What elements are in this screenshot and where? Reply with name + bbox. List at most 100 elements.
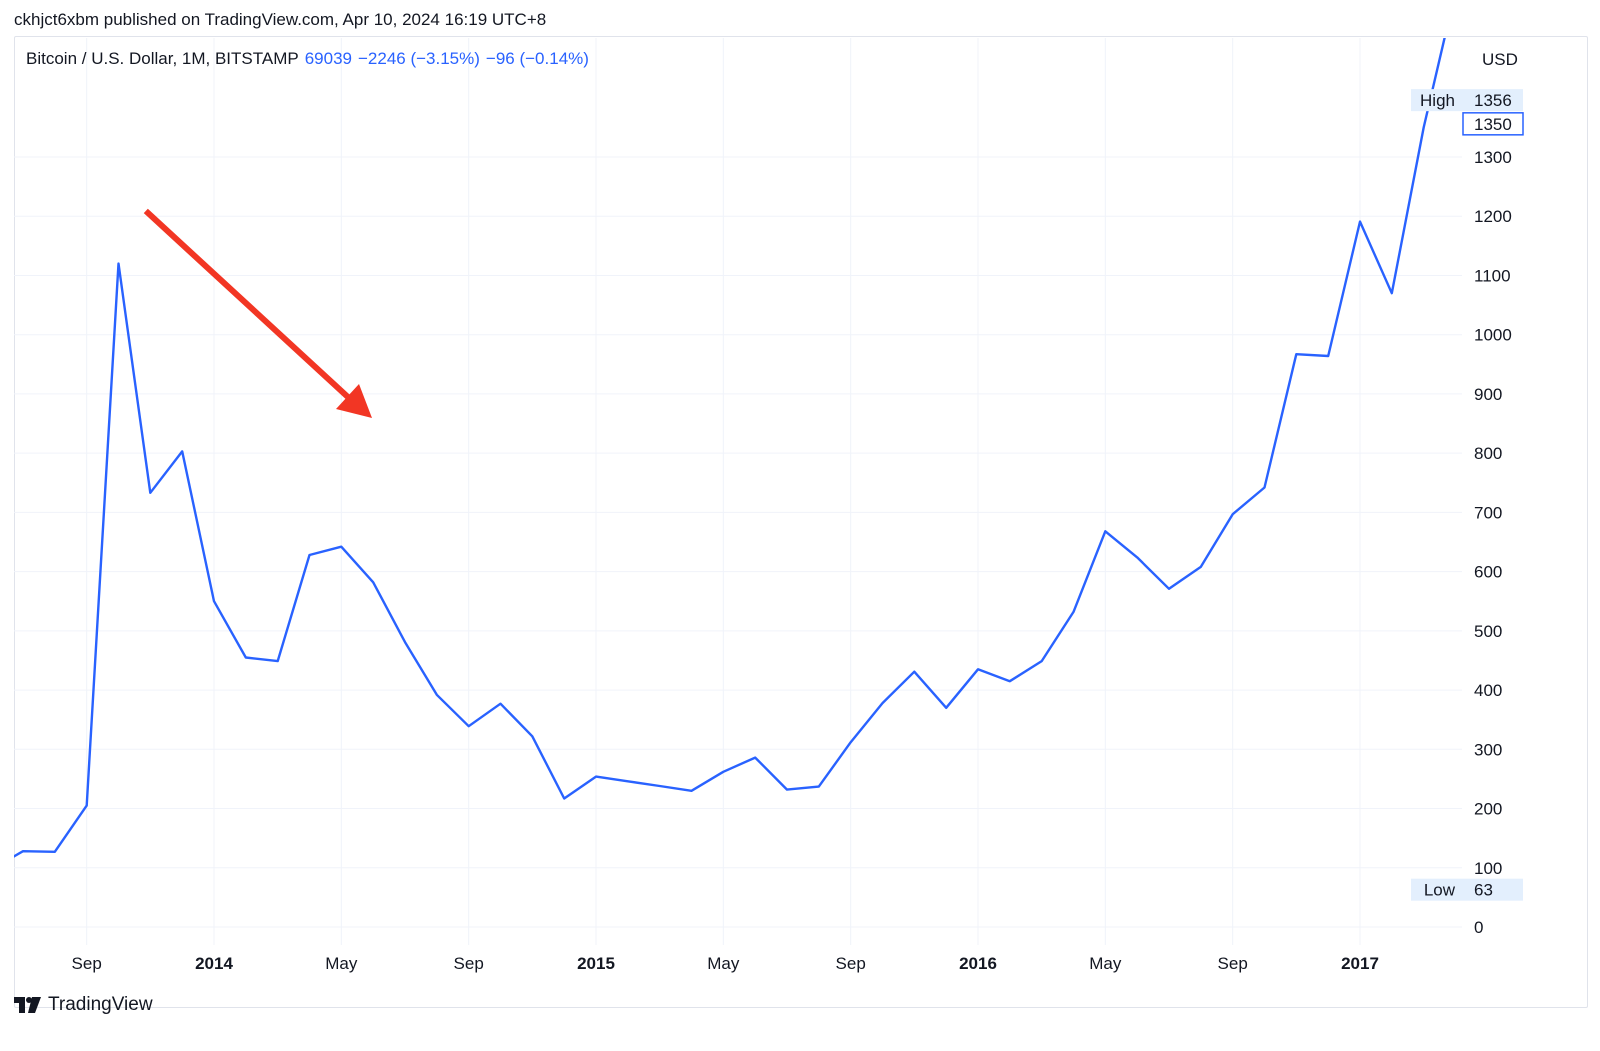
price-point <box>1041 661 1042 662</box>
x-tick-label: May <box>1089 954 1122 973</box>
price-point <box>818 786 819 787</box>
badge-label-bg <box>1411 89 1463 112</box>
x-tick-label: Sep <box>72 954 102 973</box>
price-point <box>1296 354 1297 355</box>
price-point <box>1073 611 1074 612</box>
chart-legend: Bitcoin / U.S. Dollar, 1M, BITSTAMP 69039… <box>26 49 589 69</box>
price-point <box>1009 681 1010 682</box>
x-tick-label: Sep <box>1218 954 1248 973</box>
price-point <box>1200 566 1201 567</box>
y-tick-label: 400 <box>1474 681 1502 700</box>
x-tick-label: May <box>707 954 740 973</box>
price-point <box>54 851 55 852</box>
price-point <box>1264 487 1265 488</box>
legend-change-secondary: −96 (−0.14%) <box>485 49 589 68</box>
legend-last-value: 69039 <box>304 49 352 68</box>
badge-label-bg <box>1411 878 1463 901</box>
badge-label: High <box>1420 91 1455 110</box>
y-tick-label: 100 <box>1474 859 1502 878</box>
chart-frame <box>14 36 1588 1008</box>
price-point <box>118 263 119 264</box>
arrow-head <box>336 384 372 418</box>
price-point <box>436 694 437 695</box>
price-point <box>532 736 533 737</box>
price-point <box>405 642 406 643</box>
price-point <box>1328 356 1329 357</box>
y-tick-label: 1200 <box>1474 207 1512 226</box>
price-badges: High 1356 1350 Low 63 <box>1411 89 1524 901</box>
badge-value-bg <box>1463 89 1523 112</box>
price-point <box>978 669 979 670</box>
badge-value-bg <box>1463 878 1523 901</box>
currency-button[interactable]: USD <box>1482 50 1518 69</box>
price-point <box>1105 531 1106 532</box>
legend-symbol: Bitcoin / U.S. Dollar, 1M, BITSTAMP <box>26 49 299 68</box>
badge-value: 63 <box>1474 881 1493 900</box>
badge-value: 1356 <box>1474 91 1512 110</box>
price-point <box>373 582 374 583</box>
price-point <box>691 790 692 791</box>
y-tick-label: 700 <box>1474 503 1502 522</box>
tradingview-logo-icon <box>14 997 42 1013</box>
arrow-shaft <box>143 208 354 403</box>
y-axis: 0 100 200 300 400 500 600 700 800 900 1000 1100 1200… <box>1474 148 1512 937</box>
price-point <box>564 798 565 799</box>
price-point <box>500 703 501 704</box>
price-point <box>914 671 915 672</box>
y-tick-label: 1100 <box>1474 266 1511 285</box>
badge-value: 1350 <box>1474 115 1512 134</box>
price-points <box>0 0 1456 870</box>
badge-label: Low <box>1424 881 1456 900</box>
price-point <box>596 776 597 777</box>
y-tick-label: 1300 <box>1474 148 1512 167</box>
y-tick-label: 1000 <box>1474 326 1512 345</box>
x-tick-label: 2016 <box>959 954 997 973</box>
x-tick-label: 2014 <box>195 954 233 973</box>
price-point <box>659 786 660 787</box>
price-point <box>850 742 851 743</box>
badge-value-bg <box>1462 112 1524 136</box>
price-point <box>1423 127 1424 128</box>
grid <box>14 38 1462 945</box>
y-tick-label: 500 <box>1474 622 1502 641</box>
price-point <box>468 726 469 727</box>
price-point <box>1360 221 1361 222</box>
x-tick-label: 2015 <box>577 954 615 973</box>
price-point <box>214 601 215 602</box>
price-point <box>946 707 947 708</box>
price-point <box>1232 514 1233 515</box>
legend-change: −2246 (−3.15%) <box>357 49 480 68</box>
x-tick-label: Sep <box>836 954 866 973</box>
tradingview-brand[interactable]: TradingView <box>14 994 153 1016</box>
y-tick-label: 200 <box>1474 800 1502 819</box>
price-point <box>882 703 883 704</box>
price-point <box>277 661 278 662</box>
brand-name: TradingView <box>48 994 153 1015</box>
price-line <box>14 38 1446 858</box>
price-point <box>245 657 246 658</box>
price-point <box>787 789 788 790</box>
y-tick-label: 300 <box>1474 740 1502 759</box>
y-tick-label: 900 <box>1474 385 1502 404</box>
x-tick-label: 2017 <box>1341 954 1379 973</box>
y-tick-label: 600 <box>1474 563 1502 582</box>
x-tick-label: May <box>325 954 358 973</box>
price-point <box>1169 588 1170 589</box>
price-point <box>723 771 724 772</box>
price-point <box>23 851 24 852</box>
price-point <box>1391 293 1392 294</box>
price-point <box>309 555 310 556</box>
price-point <box>86 805 87 806</box>
x-tick-label: Sep <box>454 954 484 973</box>
price-point <box>150 492 151 493</box>
y-tick-label: 800 <box>1474 444 1502 463</box>
y-tick-label: 0 <box>1474 918 1483 937</box>
price-point <box>182 451 183 452</box>
published-by-text: ckhjct6xbm published on TradingView.com,… <box>14 10 547 29</box>
price-point <box>755 757 756 758</box>
price-point <box>1137 557 1138 558</box>
price-point <box>341 546 342 547</box>
down-arrow-annotation <box>143 208 372 418</box>
price-point <box>627 781 628 782</box>
